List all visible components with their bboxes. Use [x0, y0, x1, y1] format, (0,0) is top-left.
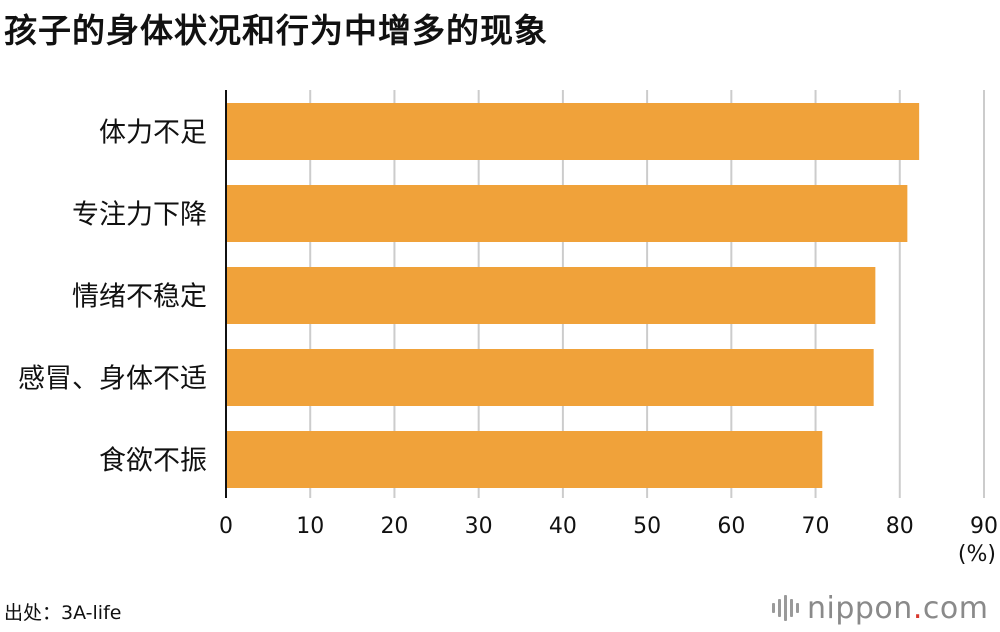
x-tick-label: 10 [296, 514, 324, 539]
x-tick-label: 0 [219, 514, 233, 539]
x-tick-label: 50 [633, 514, 661, 539]
x-tick-labels: 0 10 20 30 40 50 60 70 80 90 [219, 514, 998, 539]
x-tick-label: 80 [886, 514, 914, 539]
nippon-logo: nippon.com [772, 590, 988, 626]
source-note: 出处：3A-life [4, 602, 122, 624]
bar [226, 185, 908, 242]
category-label: 感冒、身体不适 [18, 364, 207, 395]
logo-bars-icon [772, 595, 799, 621]
bar [226, 349, 874, 406]
category-label: 情绪不稳定 [72, 282, 207, 313]
x-tick-label: 30 [465, 514, 493, 539]
x-tick-label: 40 [549, 514, 577, 539]
bar [226, 267, 876, 324]
category-label: 食欲不振 [99, 446, 207, 477]
unit-label: (%) [958, 542, 996, 567]
logo-text: nippon.com [807, 590, 989, 626]
chart-title: 孩子的身体状况和行为中增多的现象 [4, 11, 548, 50]
x-tick-label: 70 [802, 514, 830, 539]
category-label: 体力不足 [99, 118, 207, 149]
bar [226, 103, 920, 160]
x-tick-label: 20 [380, 514, 408, 539]
x-tick-label: 90 [970, 514, 998, 539]
category-label: 专注力下降 [72, 200, 207, 231]
bars [226, 103, 920, 488]
bar [226, 431, 823, 488]
x-tick-label: 60 [717, 514, 745, 539]
